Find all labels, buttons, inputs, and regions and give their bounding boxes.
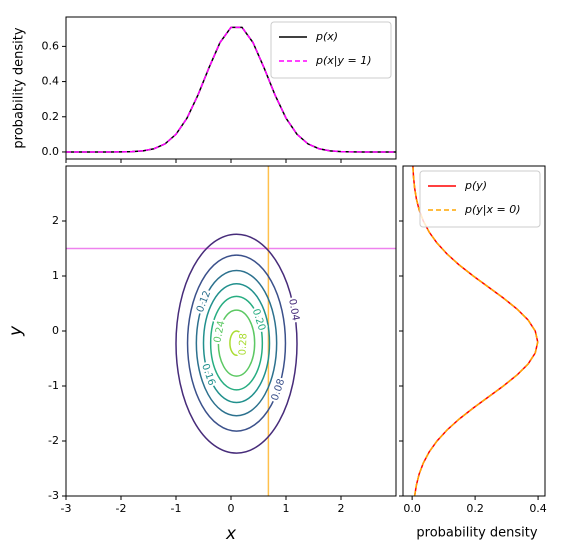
axes-frame (65, 16, 397, 160)
legend-label: p(y) (464, 179, 487, 192)
contour-line (209, 295, 264, 391)
legend-label: p(x|y = 1) (315, 54, 372, 67)
contour-line (202, 282, 271, 404)
y-tick-label: 0.2 (42, 110, 60, 123)
y-tick-label: -3 (48, 489, 59, 502)
y-tick-label: 2 (52, 214, 59, 227)
x-tick-label: 1 (283, 502, 290, 515)
contour-line (229, 330, 244, 356)
contour-line (186, 254, 287, 432)
y-tick-label: 0.4 (42, 75, 60, 88)
density-line (412, 166, 539, 496)
plot-area (66, 166, 396, 496)
contour-label: 0.24 (212, 320, 227, 344)
x-tick-label: 0.2 (466, 502, 484, 515)
legend-label: p(x) (315, 30, 338, 43)
y-tick-label: -1 (48, 379, 59, 392)
axes-frame (65, 165, 397, 497)
contour-label: 0.28 (238, 333, 250, 356)
x-tick-label: 2 (338, 502, 345, 515)
x-tick-label: -2 (116, 502, 127, 515)
y-tick-label: -2 (48, 434, 59, 447)
axes-frame (402, 165, 546, 497)
y-axis-label: y (6, 325, 26, 337)
contour-label: 0.04 (286, 298, 301, 322)
contour-label: 0.12 (195, 289, 213, 314)
y-tick-label: 0.0 (42, 145, 60, 158)
x-tick-label: 0 (228, 502, 235, 515)
legend-box (270, 21, 392, 79)
plot-area (66, 26, 396, 153)
contour-label: 0.08 (270, 378, 288, 403)
contour-line (195, 269, 278, 417)
x-tick-label: -1 (171, 502, 182, 515)
y-tick-label: 0.6 (42, 39, 60, 52)
x-axis-label: x (225, 524, 237, 544)
legend-box (419, 170, 541, 228)
y-tick-label: 1 (52, 269, 59, 282)
x-tick-label: 0.4 (529, 502, 547, 515)
y-tick-label: 0 (52, 324, 59, 337)
x-tick-label: 0.0 (403, 502, 421, 515)
contour-line (175, 233, 298, 454)
contour-line (217, 309, 256, 377)
x-axis-label: probability density (416, 526, 537, 541)
y-axis-label: probability density (12, 27, 27, 148)
legend-label: p(y|x = 0) (464, 203, 521, 216)
density-line (66, 26, 396, 153)
x-tick-label: -3 (61, 502, 72, 515)
